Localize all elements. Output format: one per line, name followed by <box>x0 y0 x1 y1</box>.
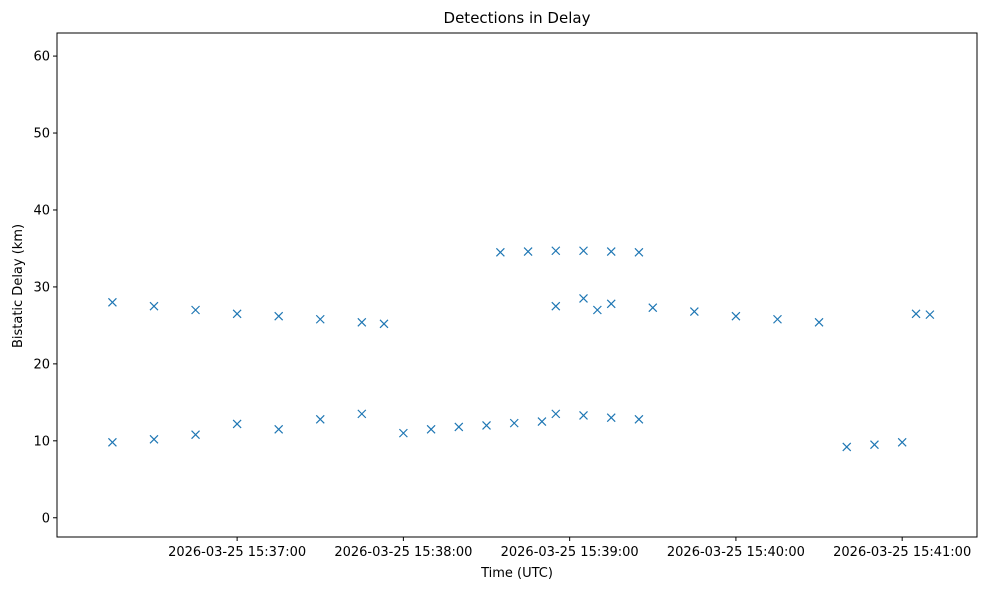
data-point-series-5 <box>592 305 602 315</box>
data-point-series-6 <box>551 409 561 419</box>
data-point-series-4 <box>606 247 616 256</box>
data-point-series-4 <box>579 246 588 256</box>
plot-frame <box>56 32 978 538</box>
data-point-series-6 <box>579 410 588 420</box>
data-point-series-2 <box>191 430 200 440</box>
y-tick-label: 50 <box>33 127 50 142</box>
y-tick-label: 20 <box>33 357 50 372</box>
data-point-series-7 <box>606 299 616 309</box>
data-point-series-1 <box>107 297 117 307</box>
data-point-series-2 <box>232 419 242 429</box>
data-point-series-9 <box>911 309 921 319</box>
data-point-series-1 <box>315 314 325 324</box>
data-point-series-1 <box>149 301 159 311</box>
data-point-series-2 <box>274 424 284 434</box>
x-tick-label: 2026-03-25 15:38:00 <box>334 545 472 560</box>
data-point-series-7 <box>648 303 658 313</box>
y-axis-label: Bistatic Delay (km) <box>11 224 26 348</box>
data-point-series-2 <box>398 428 408 438</box>
data-point-series-4 <box>523 247 533 256</box>
data-point-series-3 <box>426 424 436 434</box>
data-point-series-8 <box>870 440 879 450</box>
data-point-series-2 <box>107 437 117 447</box>
y-tick-label: 30 <box>33 280 50 295</box>
data-point-series-2 <box>315 414 325 424</box>
data-point-series-2 <box>149 434 159 444</box>
data-point-series-7 <box>731 311 741 321</box>
x-tick-label: 2026-03-25 15:40:00 <box>667 545 805 560</box>
data-point-series-7 <box>814 317 824 327</box>
data-point-series-7 <box>689 307 699 316</box>
data-point-series-8 <box>897 437 907 447</box>
data-point-series-5 <box>579 294 588 303</box>
data-point-series-8 <box>842 442 852 452</box>
y-tick-label: 40 <box>33 203 50 218</box>
y-tick-label: 10 <box>33 434 50 449</box>
data-point-series-2 <box>357 409 367 419</box>
data-point-series-6 <box>606 413 616 423</box>
x-tick-label: 2026-03-25 15:39:00 <box>501 545 639 560</box>
y-tick-label: 0 <box>42 511 50 526</box>
data-point-series-3 <box>537 417 547 427</box>
chart-title: Detections in Delay <box>444 9 591 27</box>
data-point-series-1 <box>357 317 367 327</box>
plot-marks <box>107 246 935 452</box>
data-point-series-9 <box>925 310 935 320</box>
data-point-series-4 <box>634 247 644 257</box>
data-point-series-3 <box>482 421 491 430</box>
data-point-series-4 <box>495 247 505 257</box>
x-tick-label: 2026-03-25 15:41:00 <box>833 545 971 560</box>
data-point-series-3 <box>509 418 519 428</box>
data-point-series-7 <box>773 314 782 324</box>
data-point-series-4 <box>551 246 561 256</box>
data-point-series-1 <box>232 309 242 319</box>
y-tick-label: 60 <box>33 50 50 65</box>
data-point-series-1 <box>191 305 200 315</box>
x-tick-label: 2026-03-25 15:37:00 <box>168 545 306 560</box>
data-point-series-1 <box>274 311 284 321</box>
data-point-series-5 <box>551 301 561 311</box>
x-axis-label: Time (UTC) <box>480 566 553 581</box>
data-point-series-1 <box>379 319 389 329</box>
data-point-series-3 <box>454 422 464 432</box>
axes: 0 10 20 30 40 50 60 2026-03-25 15:37:00 2026-03-… <box>33 32 978 560</box>
data-point-series-6 <box>634 414 644 424</box>
